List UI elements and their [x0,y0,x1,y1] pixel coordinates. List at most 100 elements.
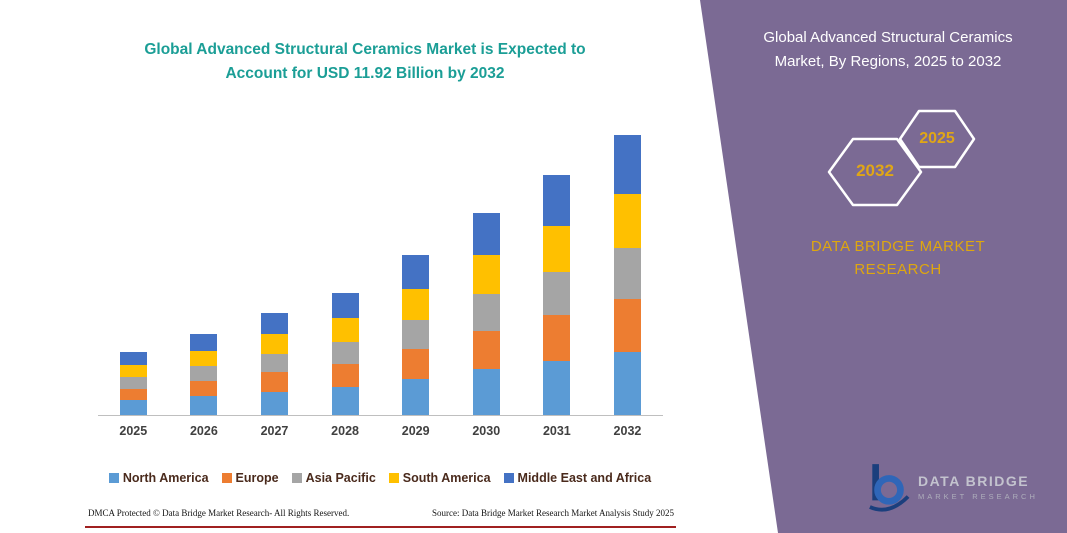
bar-chart [98,133,663,416]
legend-label: Middle East and Africa [517,471,652,485]
brand-text: DATA BRIDGE MARKET RESEARCH [810,238,986,279]
x-tick-label: 2025 [119,424,148,438]
legend-swatch [388,473,399,483]
legend-swatch [221,473,232,483]
bar-segment [331,363,359,387]
bar-segment [260,372,288,392]
bar-segment [543,225,571,272]
source-text: Source: Data Bridge Market Research Mark… [432,508,674,518]
bar-segment [402,255,430,289]
x-tick-label: 2030 [472,424,501,438]
bar-segment [190,366,218,381]
hexagon-2025-label: 2025 [919,130,955,147]
bar-segment [402,378,430,415]
bar-segment [331,341,359,364]
legend-item: South America [388,471,491,485]
bar-segment [119,400,147,415]
stacked-bar [190,333,218,415]
x-tick-label: 2032 [613,424,642,438]
dbmr-logo: DATA BRIDGE MARKET RESEARCH [868,462,1058,512]
stacked-bar [260,312,288,415]
legend-item: Asia Pacific [291,471,376,485]
bar-segment [331,386,359,415]
x-tick-label: 2027 [260,424,289,438]
legend-item: Europe [221,471,279,485]
bar-segment [613,193,641,248]
bar-segment [543,315,571,361]
hexagon-2032-label: 2032 [856,161,894,180]
chart-title: Global Advanced Structural Ceramics Mark… [144,41,586,83]
bar-segment [472,369,500,415]
stacked-bar [402,255,430,415]
panel-title: Global Advanced Structural Ceramics Mark… [763,29,1013,70]
bar-segment [260,391,288,415]
dmca-text: DMCA Protected © Data Bridge Market Rese… [88,508,350,518]
dbmr-logo-icon [869,464,910,512]
bar-segment [472,213,500,256]
bar-group [169,133,240,415]
bar-segment [119,388,147,401]
purple-panel [700,0,1067,533]
legend-label: North America [122,471,209,485]
legend-item: North America [108,471,209,485]
bar-segment [402,348,430,379]
footer-divider [85,526,676,528]
x-tick-label: 2031 [542,424,571,438]
x-axis-labels: 2025 2026 2027 2028 2029 2030 2031 2032 [98,424,663,438]
bar-group [522,133,593,415]
x-tick-label: 2029 [401,424,430,438]
bar-segment [472,331,500,370]
bar-segment [613,247,641,299]
footer-row: DMCA Protected © Data Bridge Market Rese… [88,508,674,518]
stacked-bar [472,213,500,415]
bar-group [380,133,451,415]
bar-segment [260,333,288,354]
bar-segment [613,298,641,352]
bar-segment [331,318,359,342]
bar-segment [543,271,571,316]
bar-group [451,133,522,415]
legend-label: South America [402,471,491,485]
bar-segment [119,377,147,389]
hexagon-2032-outline [827,137,923,207]
bar-segment [472,294,500,332]
bar-segment [260,312,288,334]
bar-segment [190,380,218,397]
stacked-bar [331,292,359,415]
legend-label: Europe [235,471,279,485]
bar-segment [402,319,430,349]
stacked-bar [613,134,641,415]
bar-group [239,133,310,415]
logo-tagline: MARKET RESEARCH [918,492,1038,501]
stacked-bar [543,175,571,415]
legend-label: Asia Pacific [305,471,376,485]
bar-segment [613,351,641,415]
bar-segment [543,360,571,415]
chart-legend: North America Europe Asia Pacific South Ame… [85,471,675,485]
bar-segment [402,288,430,320]
bar-segment [613,134,641,194]
bar-segment [190,396,218,415]
bar-segment [119,351,147,366]
stacked-bar [119,351,147,415]
dbmr-logo-text: DATA BRIDGE MARKET RESEARCH [918,473,1038,501]
bar-segment [260,353,288,373]
bar-segment [119,365,147,378]
legend-item: Middle East and Africa [503,471,652,485]
legend-swatch [108,473,119,483]
bar-group [310,133,381,415]
bar-segment [543,175,571,226]
bar-segment [472,255,500,295]
bar-group [592,133,663,415]
bar-group [98,133,169,415]
bar-segment [190,350,218,367]
hexagon-2025-outline [898,109,976,169]
bar-segment [190,333,218,351]
bar-segment [331,292,359,319]
logo-name: DATA BRIDGE [918,473,1030,489]
x-tick-label: 2026 [189,424,218,438]
x-tick-label: 2028 [331,424,359,438]
legend-swatch [291,473,302,483]
legend-swatch [503,473,514,483]
